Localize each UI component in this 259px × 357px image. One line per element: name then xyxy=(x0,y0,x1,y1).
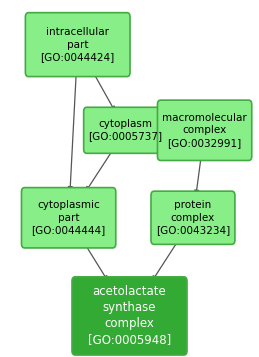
Text: acetolactate
synthase
complex
[GO:0005948]: acetolactate synthase complex [GO:000594… xyxy=(88,286,171,346)
FancyBboxPatch shape xyxy=(151,191,235,244)
FancyBboxPatch shape xyxy=(25,13,130,77)
Text: macromolecular
complex
[GO:0032991]: macromolecular complex [GO:0032991] xyxy=(162,113,247,148)
Text: protein
complex
[GO:0043234]: protein complex [GO:0043234] xyxy=(156,200,230,235)
FancyBboxPatch shape xyxy=(84,107,168,154)
Text: cytoplasm
[GO:0005737]: cytoplasm [GO:0005737] xyxy=(89,119,163,141)
FancyBboxPatch shape xyxy=(157,100,252,161)
Text: cytoplasmic
part
[GO:0044444]: cytoplasmic part [GO:0044444] xyxy=(32,200,106,235)
FancyBboxPatch shape xyxy=(72,277,187,355)
Text: intracellular
part
[GO:0044424]: intracellular part [GO:0044424] xyxy=(41,27,115,62)
FancyBboxPatch shape xyxy=(21,188,116,248)
